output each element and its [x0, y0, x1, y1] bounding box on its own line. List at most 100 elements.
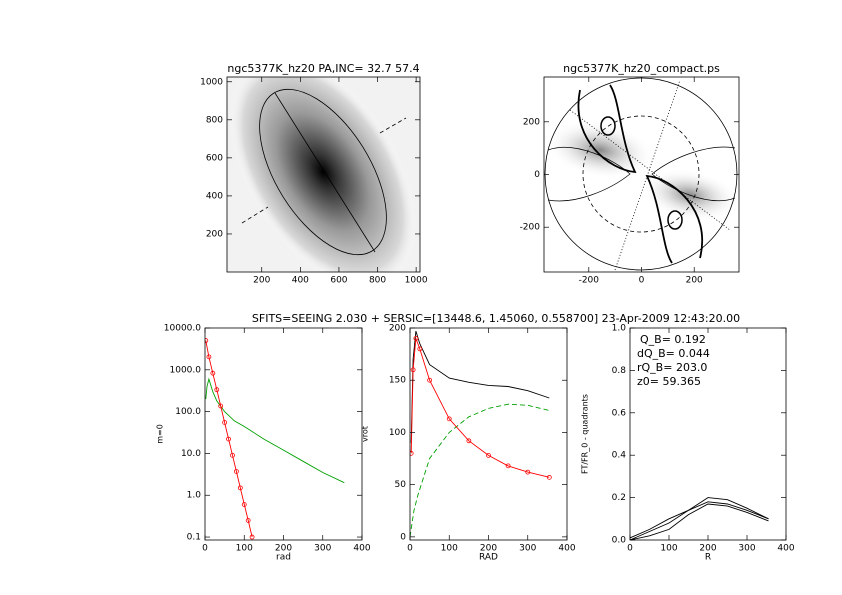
- series-line: [410, 403, 550, 537]
- axes-frame: [204, 327, 363, 541]
- annotation: Q_B= 0.192: [640, 333, 706, 346]
- figure-title: SFITS=SEEING 2.030 + SERSIC=[13448.6, 1.…: [252, 312, 740, 325]
- marker: [230, 452, 235, 458]
- series-line: [410, 330, 550, 443]
- contour: [577, 84, 637, 174]
- marker: [237, 485, 243, 491]
- y-tick-label: 0: [400, 532, 406, 542]
- marker: [205, 338, 209, 343]
- contour: [547, 146, 631, 202]
- x-tick-label: 0: [407, 544, 413, 554]
- dotted-line: [569, 109, 731, 231]
- axes-frame: [543, 76, 740, 273]
- series-line: [205, 377, 345, 484]
- fit-ellipse: [259, 88, 387, 256]
- annotation: rQ_B= 203.0: [637, 361, 707, 374]
- y-tick-label: 0.4: [612, 451, 627, 461]
- series-line: [410, 338, 550, 478]
- y-tick-label: 0.8: [612, 366, 627, 376]
- marker: [226, 436, 231, 442]
- y-tick-label: 0.1: [187, 533, 201, 543]
- marker: [218, 403, 224, 409]
- series-line: [630, 503, 769, 540]
- x-tick-label: 200: [699, 544, 716, 554]
- y-tick-label: 1000: [200, 77, 223, 87]
- marker: [466, 438, 472, 444]
- minor-axis: [379, 117, 407, 134]
- y-tick-label: 10.0: [181, 449, 201, 459]
- marker: [214, 387, 220, 393]
- x-tick-label: 200: [480, 544, 497, 554]
- x-tick-label: 100: [660, 544, 677, 554]
- x-tick-label: 0: [202, 544, 208, 554]
- marker: [210, 370, 216, 376]
- contour: [651, 146, 736, 202]
- marker: [410, 367, 416, 373]
- x-tick-label: 800: [369, 276, 386, 286]
- chart-title: ngc5377K_hz20_compact.ps: [563, 62, 720, 75]
- y-tick-label: 1.0: [612, 324, 627, 334]
- contour: [645, 174, 703, 264]
- x-tick-label: 600: [330, 276, 347, 286]
- minor-axis: [241, 206, 269, 224]
- x-tick-label: 100: [441, 544, 458, 554]
- x-axis-label: rad: [276, 553, 291, 563]
- y-tick-label: 50: [395, 480, 407, 490]
- marker: [417, 346, 423, 352]
- x-tick-label: 100: [236, 544, 253, 554]
- y-tick-label: 1.0: [187, 491, 202, 501]
- x-tick-label: 400: [292, 276, 309, 286]
- marker: [413, 336, 419, 341]
- y-tick-label: 10000.0: [164, 324, 201, 334]
- major-axis: [274, 92, 376, 253]
- x-tick-label: 300: [314, 544, 331, 554]
- y-tick-label: 800: [206, 115, 223, 125]
- marker: [525, 469, 531, 475]
- y-tick-label: 200: [389, 324, 406, 334]
- x-axis-label: R: [705, 553, 711, 563]
- x-tick-label: 200: [253, 276, 270, 286]
- y-axis-label: vrot: [361, 426, 370, 442]
- plot-area: [205, 338, 345, 540]
- annotation: dQ_B= 0.044: [637, 347, 710, 360]
- y-tick-label: 0.2: [612, 493, 626, 503]
- dotted-line: [614, 79, 681, 271]
- y-tick-label: 1000.0: [170, 365, 202, 375]
- chart-title: ngc5377K_hz20 PA,INC= 32.7 57.4: [227, 62, 419, 75]
- contour: [600, 116, 616, 136]
- plot-area: [630, 497, 769, 540]
- marker: [486, 453, 491, 458]
- x-tick-label: 300: [738, 544, 755, 554]
- y-tick-label: 100.0: [175, 407, 201, 417]
- plot-area: [410, 330, 552, 537]
- x-tick-label: 200: [686, 276, 703, 286]
- x-tick-label: 0: [627, 544, 633, 554]
- y-tick-label: 150: [389, 376, 406, 386]
- y-tick-label: 100: [389, 428, 406, 438]
- marker: [546, 474, 552, 480]
- y-tick-label: 0: [534, 170, 540, 180]
- axes-frame: [409, 327, 568, 541]
- outer-circle: [544, 77, 738, 271]
- marker: [505, 463, 511, 469]
- series-line: [205, 340, 253, 538]
- dashed-circle: [582, 115, 700, 233]
- y-tick-label: 200: [523, 117, 540, 127]
- x-tick-label: 0: [639, 276, 645, 286]
- x-tick-label: 1000: [405, 276, 428, 286]
- x-axis-label: RAD: [479, 553, 498, 563]
- y-axis-label: m=0: [156, 424, 165, 444]
- marker: [206, 354, 212, 360]
- contour: [667, 210, 683, 230]
- y-tick-label: 600: [206, 153, 223, 163]
- y-tick-label: 0.6: [612, 408, 627, 418]
- x-tick-label: 400: [353, 544, 370, 554]
- y-tick-label: -200: [520, 223, 541, 233]
- marker: [427, 377, 433, 383]
- series-line: [630, 501, 769, 539]
- x-tick-label: -200: [579, 276, 600, 286]
- x-tick-label: 200: [275, 544, 292, 554]
- marker: [233, 469, 239, 474]
- galaxy-light: [229, 77, 417, 272]
